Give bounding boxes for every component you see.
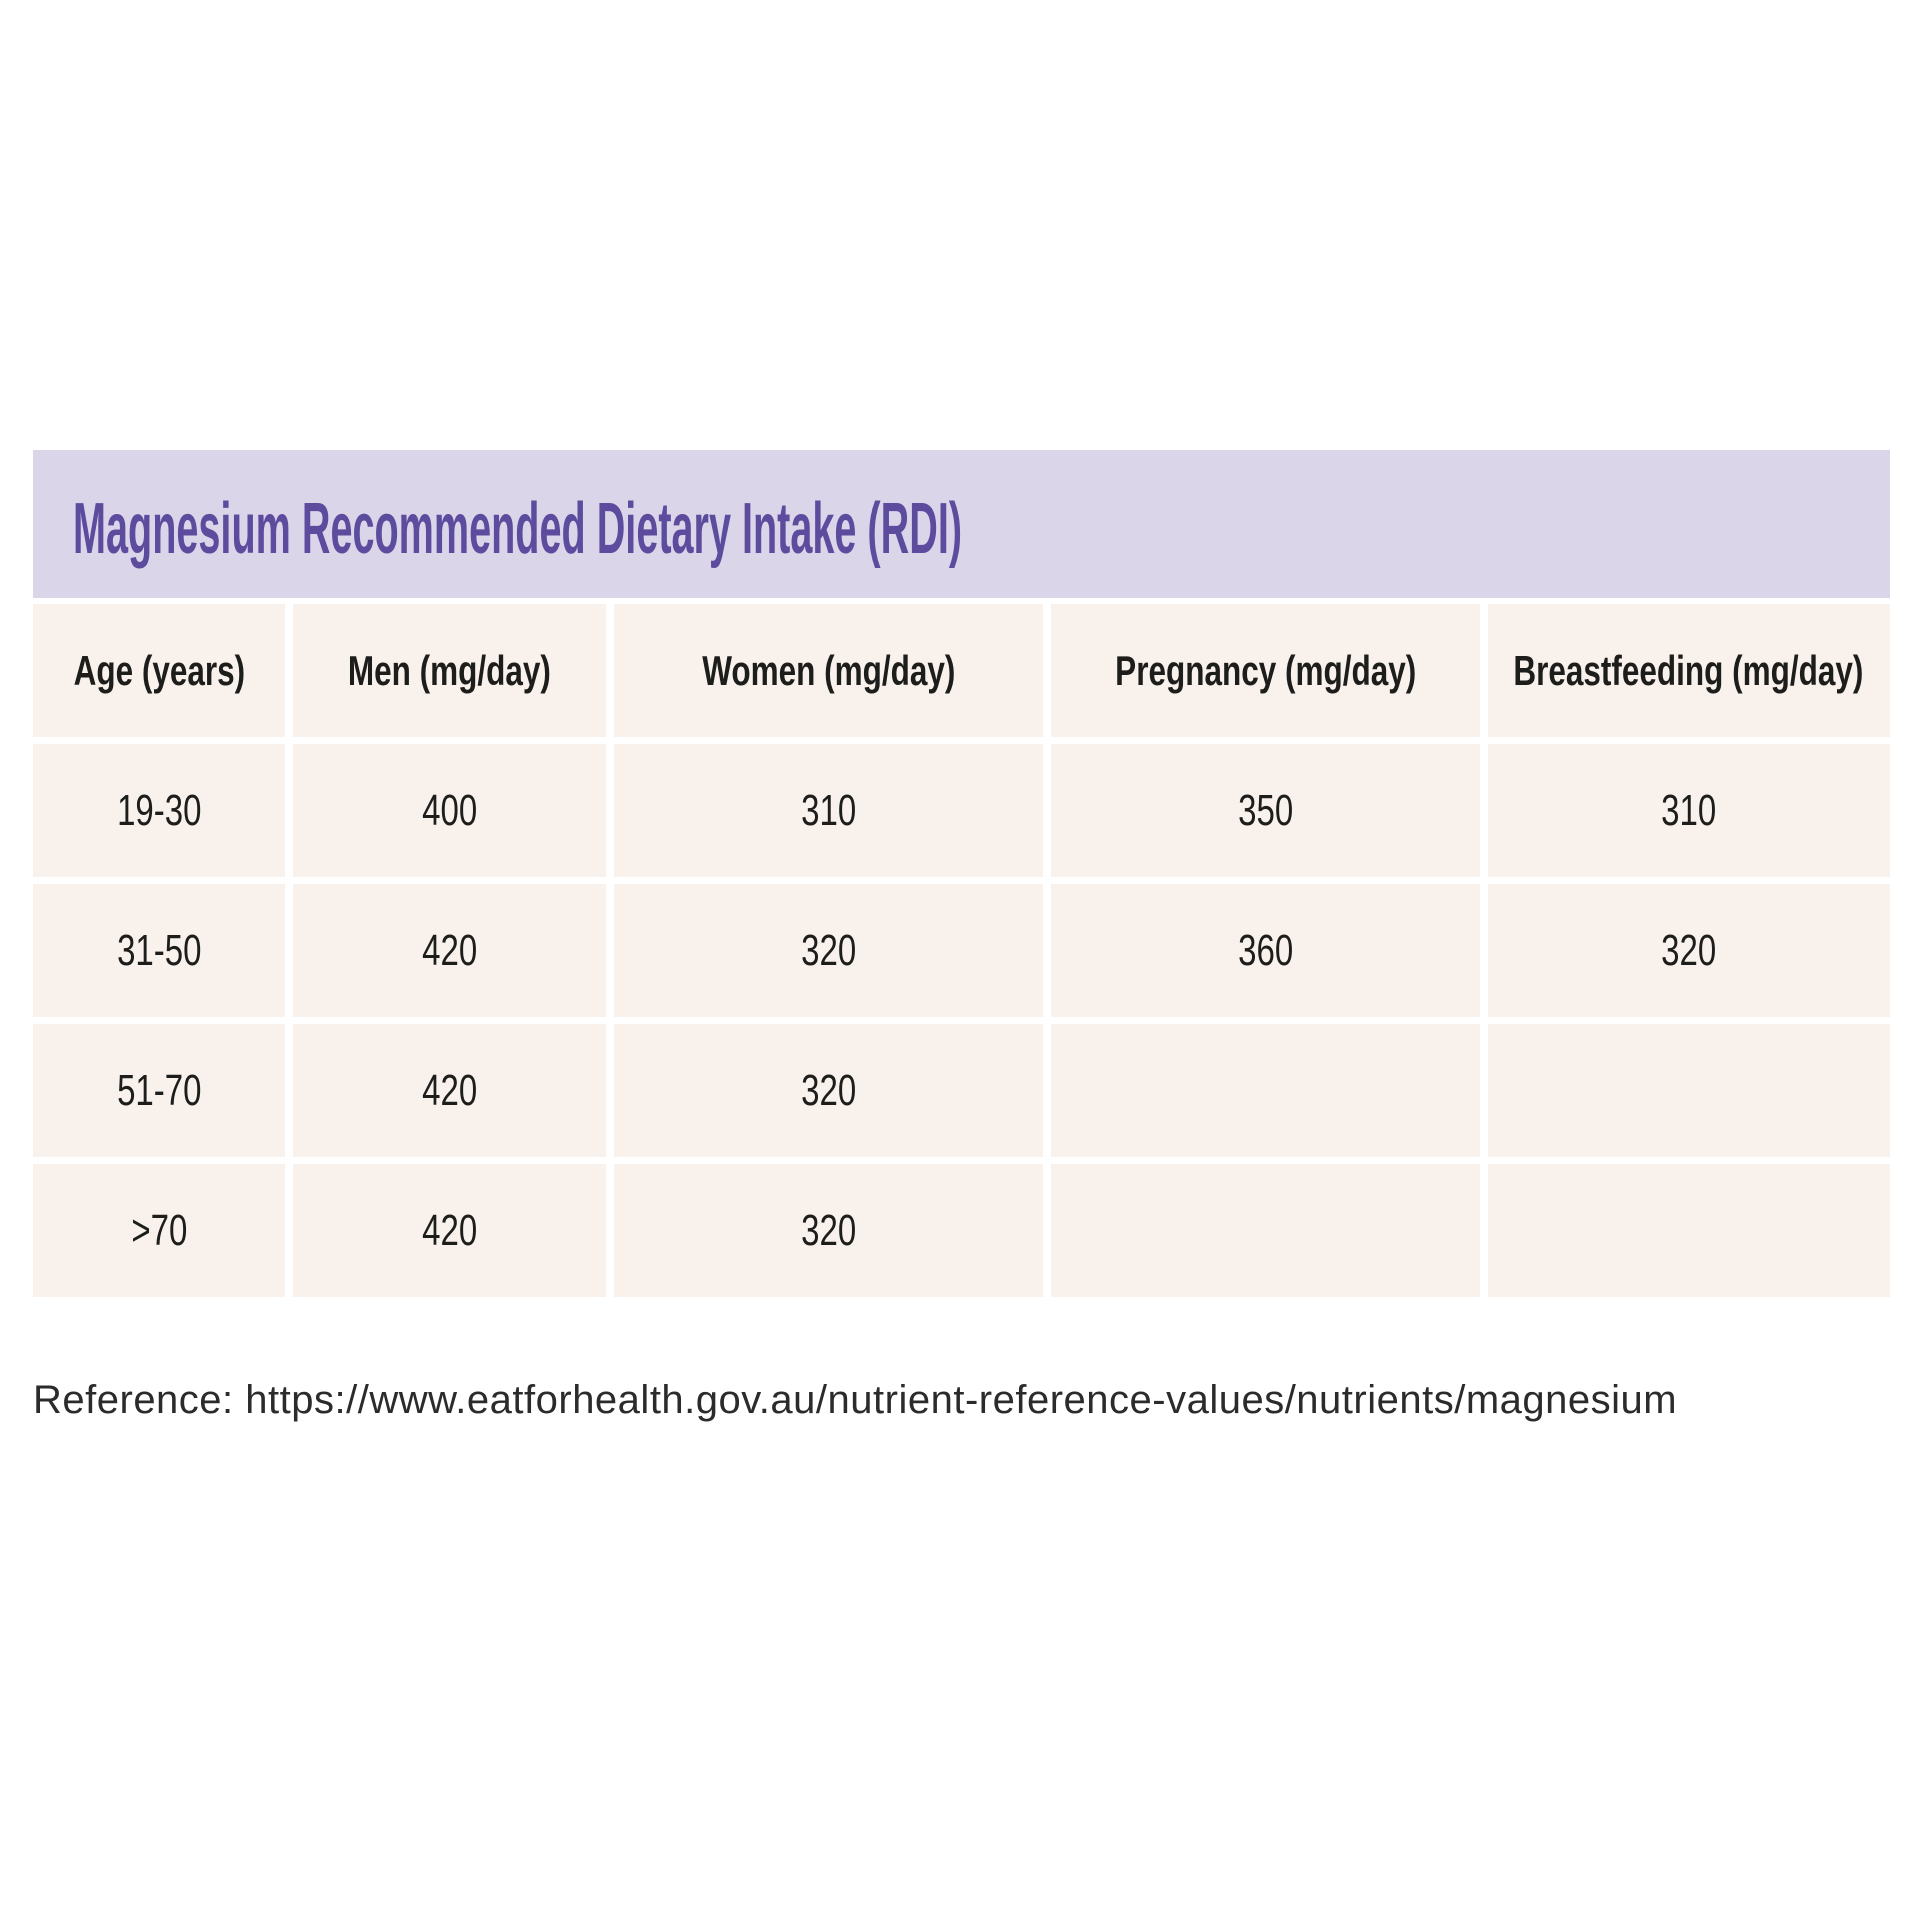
table-cell-pregnancy: 350 [1051,744,1480,877]
reference-text: Reference: https://www.eatforhealth.gov.… [33,1378,1678,1422]
table-cell-men: 420 [293,1024,606,1157]
table-cell-breastfeeding-empty [1487,1164,1890,1297]
cell-value: 400 [421,785,477,835]
table-cell-pregnancy: 360 [1051,884,1480,1017]
table-cell-women: 310 [613,744,1044,877]
cell-value: 31-50 [116,925,202,975]
table-cell-men: 420 [293,1164,606,1297]
cell-value: 19-30 [116,785,202,835]
cell-value: 420 [421,1205,477,1255]
table-cell-men: 420 [293,884,606,1017]
cell-value: 320 [800,1065,856,1115]
cell-value: 320 [800,925,856,975]
column-header-label: Pregnancy (mg/day) [1114,646,1416,694]
table-cell-breastfeeding: 320 [1487,884,1890,1017]
cell-value: 420 [421,925,477,975]
table-cell-pregnancy-empty [1051,1164,1480,1297]
table-cell-pregnancy-empty [1051,1024,1480,1157]
column-header-men: Men (mg/day) [293,604,606,737]
cell-value: 320 [800,1205,856,1255]
table-cell-breastfeeding-empty [1487,1024,1890,1157]
column-header-pregnancy: Pregnancy (mg/day) [1051,604,1480,737]
cell-value: 320 [1661,925,1717,975]
table-cell-women: 320 [613,1024,1044,1157]
table-cell-men: 400 [293,744,606,877]
column-header-label: Breastfeeding (mg/day) [1513,646,1864,694]
column-header-women: Women (mg/day) [613,604,1044,737]
rdi-table-container: Magnesium Recommended Dietary Intake (RD… [33,450,1890,1297]
cell-value: 350 [1237,785,1293,835]
cell-value: 310 [800,785,856,835]
table-cell-age: >70 [33,1164,286,1297]
table-cell-women: 320 [613,1164,1044,1297]
table-cell-age: 51-70 [33,1024,286,1157]
cell-value: 360 [1237,925,1293,975]
column-header-age: Age (years) [33,604,286,737]
cell-value: 51-70 [116,1065,202,1115]
table-cell-breastfeeding: 310 [1487,744,1890,877]
column-header-label: Age (years) [73,646,245,694]
cell-value: 420 [421,1065,477,1115]
rdi-table: Age (years) Men (mg/day) Women (mg/day) … [33,604,1890,1297]
cell-value: 310 [1661,785,1717,835]
table-title: Magnesium Recommended Dietary Intake (RD… [73,489,963,569]
cell-value: >70 [131,1205,188,1255]
table-cell-women: 320 [613,884,1044,1017]
table-cell-age: 19-30 [33,744,286,877]
column-header-label: Women (mg/day) [701,646,955,694]
column-header-breastfeeding: Breastfeeding (mg/day) [1487,604,1890,737]
table-title-bar: Magnesium Recommended Dietary Intake (RD… [33,450,1890,598]
table-cell-age: 31-50 [33,884,286,1017]
column-header-label: Men (mg/day) [347,646,551,694]
